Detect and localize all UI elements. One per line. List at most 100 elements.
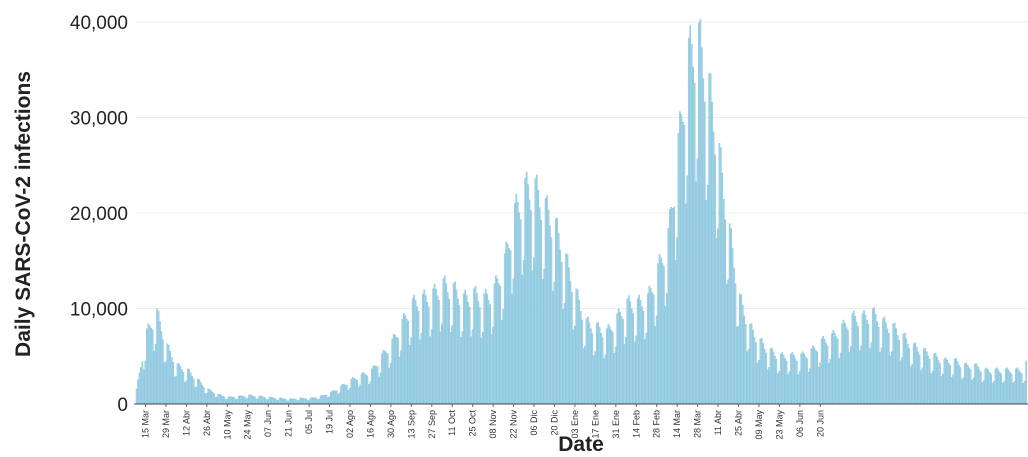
bar (246, 398, 249, 405)
bar (435, 289, 437, 405)
bar (347, 390, 350, 405)
bar (623, 344, 626, 405)
bar (647, 293, 649, 405)
bar (311, 397, 313, 405)
bar (245, 398, 247, 405)
bar (969, 369, 972, 405)
bar (784, 358, 786, 405)
bar (372, 365, 375, 405)
bar (433, 283, 436, 405)
bar (829, 358, 832, 405)
bar (543, 268, 545, 405)
bar (162, 339, 164, 405)
bar (232, 397, 234, 405)
bar (727, 279, 729, 405)
bar (715, 238, 718, 405)
bar (389, 362, 392, 405)
bar (572, 329, 575, 405)
bar (167, 344, 170, 405)
bar (360, 373, 363, 405)
bar (842, 319, 845, 405)
bar (857, 326, 859, 405)
bar (1025, 360, 1027, 405)
bar (945, 357, 947, 405)
bar (550, 237, 553, 405)
bar (268, 396, 271, 405)
bar (563, 303, 566, 405)
bar (411, 298, 414, 405)
bar (429, 336, 431, 405)
bar (873, 307, 876, 405)
bar (978, 369, 981, 405)
bar (756, 362, 759, 405)
bar (553, 281, 556, 405)
bar (140, 366, 142, 405)
bar (448, 298, 450, 405)
bar (159, 321, 161, 405)
bar (414, 300, 417, 405)
bar (690, 44, 693, 405)
bar (575, 288, 578, 405)
bar (385, 352, 388, 405)
bar (354, 379, 357, 405)
bar (831, 333, 833, 405)
bar (793, 355, 795, 405)
bar (762, 343, 765, 405)
bar (1022, 383, 1025, 405)
bar (972, 377, 975, 405)
bar (655, 315, 658, 405)
bar (949, 365, 951, 405)
bar (666, 293, 668, 405)
x-tick-label: 23 May (774, 410, 784, 440)
bar (968, 367, 970, 405)
bar (473, 288, 475, 405)
bar (170, 357, 173, 405)
bar (332, 390, 335, 405)
bar (309, 397, 312, 405)
gridlines (136, 21, 1027, 309)
bar (157, 310, 160, 405)
bar (987, 369, 989, 405)
bar (682, 121, 684, 405)
bar (706, 184, 709, 405)
bar (211, 392, 214, 405)
bar (962, 377, 965, 405)
bar (214, 397, 217, 405)
bar (704, 101, 706, 405)
bar (457, 298, 459, 405)
x-tick-label: 30 Ago (386, 410, 396, 438)
bar (838, 358, 840, 405)
bar (148, 325, 151, 405)
bar (305, 398, 307, 405)
bar (832, 330, 835, 405)
bar (240, 395, 243, 405)
bar (394, 334, 396, 405)
bar (227, 396, 230, 405)
bar (278, 397, 281, 405)
bar (943, 358, 946, 405)
bar (606, 328, 608, 405)
bar (452, 283, 455, 405)
bar (194, 387, 196, 405)
bar (502, 309, 505, 405)
bar (366, 375, 369, 405)
bar (585, 318, 588, 405)
x-tick-label: 11 Abr (713, 410, 723, 435)
bar (248, 394, 250, 405)
bar (909, 366, 912, 405)
bar (490, 334, 493, 405)
bar (340, 385, 342, 405)
bar (661, 263, 664, 405)
bar (135, 388, 138, 405)
bar (338, 392, 341, 405)
x-tick-label: 10 May (222, 410, 232, 440)
bar (179, 366, 182, 405)
bar (746, 351, 748, 405)
bar (223, 396, 226, 405)
bar (639, 300, 642, 405)
bar (833, 332, 836, 405)
x-tick-label: 31 Ene (611, 410, 621, 439)
bar (273, 397, 275, 405)
x-tick-label: 28 Mar (693, 410, 703, 438)
bar (555, 218, 557, 405)
